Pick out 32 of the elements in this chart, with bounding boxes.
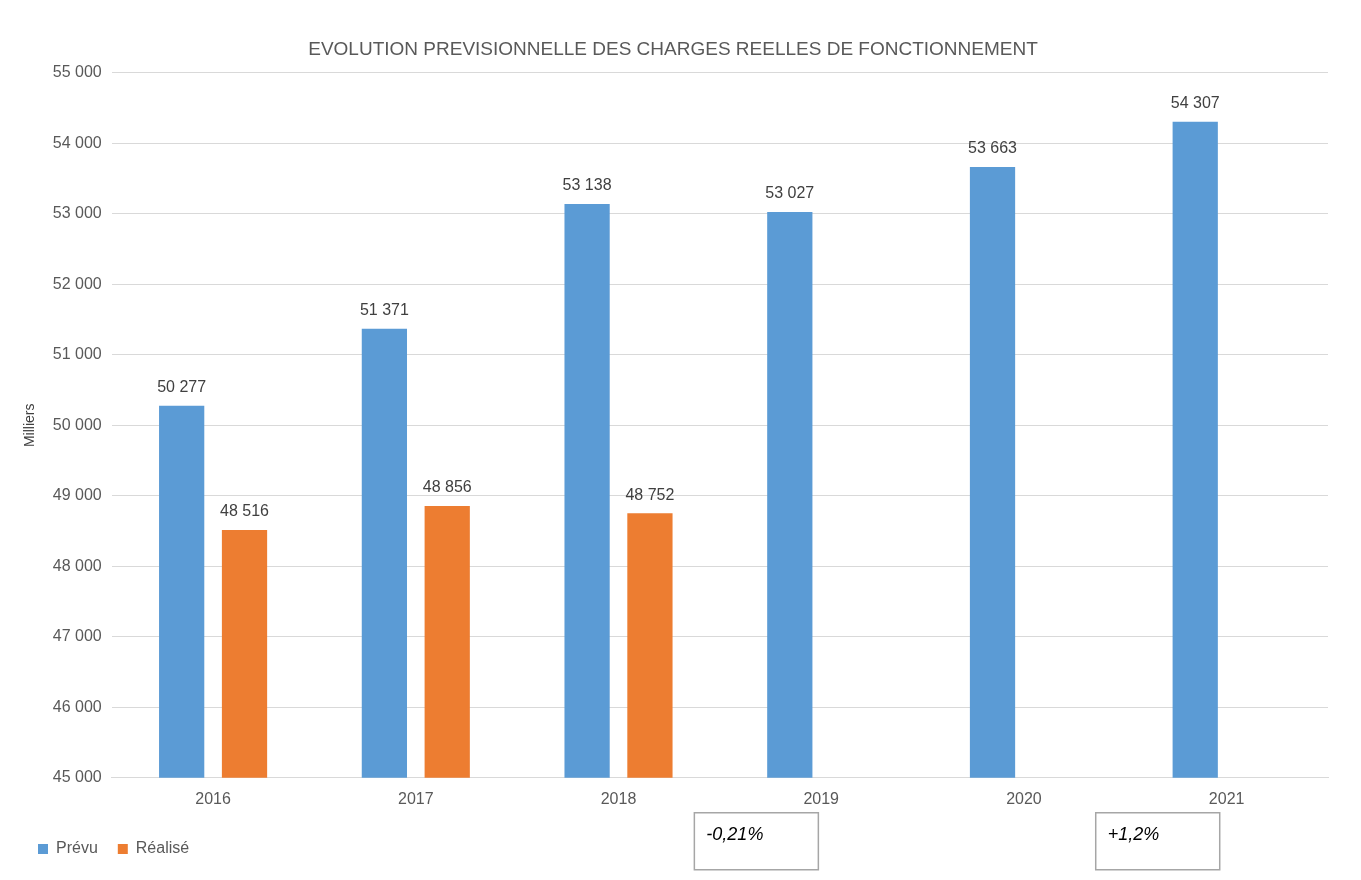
data-label: 48 752 bbox=[625, 485, 675, 503]
y-tick-label: 54 000 bbox=[52, 133, 102, 151]
chart-title: EVOLUTION PREVISIONNELLE DES CHARGES REELLES DE FONCTIONNEMENT bbox=[308, 37, 1039, 59]
data-label: 53 138 bbox=[562, 176, 612, 194]
y-axis-title: Milliers bbox=[21, 403, 38, 448]
y-tick-label: 55 000 bbox=[52, 63, 102, 81]
y-tick-label: 45 000 bbox=[52, 768, 102, 786]
data-label: 48 516 bbox=[220, 502, 270, 520]
data-label: 53 663 bbox=[968, 139, 1018, 157]
data-label: 54 307 bbox=[1170, 94, 1220, 112]
y-tick-label: 50 000 bbox=[52, 415, 102, 433]
x-tick-label: 2020 bbox=[1006, 789, 1042, 807]
x-tick-label: 2019 bbox=[803, 789, 840, 807]
text: +1,2% bbox=[1107, 823, 1160, 844]
x-tick-label: 2021 bbox=[1208, 789, 1245, 807]
y-tick-label: 52 000 bbox=[52, 274, 102, 292]
data-label: 51 371 bbox=[359, 301, 409, 319]
data-label: 53 027 bbox=[765, 184, 815, 202]
x-tick-label: 2017 bbox=[398, 789, 434, 807]
legend-label: Réalisé bbox=[135, 839, 190, 857]
y-tick-label: 46 000 bbox=[52, 697, 102, 715]
data-label: 50 277 bbox=[157, 378, 207, 396]
y-tick-label: 53 000 bbox=[52, 204, 102, 222]
y-tick-label: 47 000 bbox=[52, 627, 102, 645]
x-tick-label: 2018 bbox=[600, 789, 637, 807]
data-label: 48 856 bbox=[422, 478, 472, 496]
legend-label: Prévu bbox=[56, 839, 98, 857]
y-tick-label: 51 000 bbox=[52, 345, 102, 363]
y-tick-label: 49 000 bbox=[52, 486, 102, 504]
x-tick-label: 2016 bbox=[195, 789, 231, 807]
text: -0,21% bbox=[706, 823, 764, 844]
y-tick-label: 48 000 bbox=[52, 556, 102, 574]
